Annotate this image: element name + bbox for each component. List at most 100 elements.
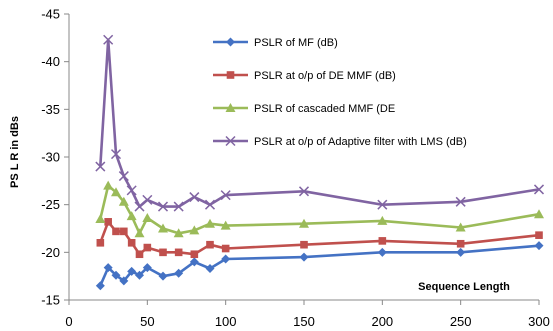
data-point bbox=[204, 199, 216, 210]
data-point bbox=[377, 215, 388, 225]
data-point bbox=[135, 270, 144, 280]
legend: PSLR of MF (dB) PSLR at o/p of DE MMF (d… bbox=[213, 37, 467, 148]
y-tick-label: -15 bbox=[41, 293, 60, 308]
y-axis-label: PS L R in dBs bbox=[9, 116, 21, 188]
y-tick-label: -30 bbox=[41, 150, 60, 165]
data-point bbox=[142, 263, 152, 273]
data-point bbox=[118, 196, 129, 206]
data-point bbox=[189, 257, 199, 267]
data-point bbox=[126, 211, 137, 221]
data-point bbox=[300, 240, 308, 249]
legend-swatch bbox=[213, 71, 248, 79]
series bbox=[95, 241, 544, 291]
legend-label: PSLR of cascaded MMF (DE bbox=[254, 103, 395, 115]
data-point bbox=[142, 213, 153, 223]
legend-item: PSLR at o/p of Adaptive filter with LMS … bbox=[213, 135, 467, 148]
data-point bbox=[205, 264, 215, 274]
data-point bbox=[206, 240, 214, 249]
data-point bbox=[534, 241, 544, 251]
data-point bbox=[95, 281, 105, 291]
legend-label: PSLR of MF (dB) bbox=[254, 37, 338, 49]
data-point bbox=[134, 201, 145, 212]
x-tick-label: 0 bbox=[65, 314, 72, 329]
data-point bbox=[456, 239, 465, 248]
y-tick-label: -35 bbox=[41, 102, 60, 117]
legend-item: PSLR at o/p of DE MMF (dB) bbox=[213, 70, 396, 82]
data-point bbox=[535, 231, 543, 239]
series bbox=[96, 218, 543, 259]
data-point bbox=[157, 201, 169, 212]
data-point bbox=[377, 199, 388, 210]
data-point bbox=[111, 187, 121, 197]
data-point bbox=[299, 252, 309, 262]
data-point bbox=[456, 247, 466, 257]
data-point bbox=[127, 266, 137, 276]
data-point bbox=[134, 228, 145, 238]
data-point bbox=[104, 218, 112, 226]
data-point bbox=[226, 71, 235, 79]
data-point bbox=[534, 209, 544, 219]
data-point bbox=[455, 222, 466, 232]
y-tick-label: -20 bbox=[41, 245, 60, 260]
data-point bbox=[103, 263, 113, 273]
x-tick-label: 200 bbox=[371, 314, 393, 329]
y-tick-label: -40 bbox=[41, 54, 60, 69]
data-point bbox=[120, 227, 128, 236]
data-point bbox=[220, 220, 231, 230]
data-point bbox=[135, 250, 144, 259]
data-point bbox=[96, 239, 105, 247]
data-point bbox=[533, 184, 545, 195]
data-point bbox=[225, 135, 236, 147]
data-point bbox=[226, 37, 235, 47]
series-line bbox=[99, 220, 540, 256]
data-point bbox=[220, 190, 231, 201]
series bbox=[95, 34, 545, 212]
data-point bbox=[174, 248, 183, 257]
data-point bbox=[205, 218, 215, 228]
x-tick-label: 150 bbox=[293, 314, 315, 329]
data-point bbox=[126, 185, 137, 196]
data-point bbox=[377, 247, 387, 257]
x-tick-label: 50 bbox=[140, 314, 154, 329]
data-point bbox=[299, 218, 309, 228]
data-point bbox=[118, 171, 129, 182]
data-point bbox=[142, 194, 153, 205]
x-tick-label: 300 bbox=[528, 314, 550, 329]
legend-swatch bbox=[213, 37, 248, 47]
data-point bbox=[225, 103, 236, 112]
data-point bbox=[378, 237, 387, 245]
data-point bbox=[221, 244, 230, 253]
series-layer bbox=[95, 34, 545, 291]
series bbox=[95, 180, 544, 238]
data-point bbox=[103, 180, 114, 190]
data-point bbox=[158, 271, 168, 281]
data-point bbox=[110, 149, 122, 160]
data-point bbox=[189, 192, 200, 203]
data-point bbox=[119, 276, 129, 286]
data-point bbox=[173, 201, 184, 212]
data-point bbox=[159, 248, 167, 257]
legend-label: PSLR at o/p of Adaptive filter with LMS … bbox=[254, 136, 467, 148]
data-point bbox=[103, 34, 114, 45]
data-point bbox=[173, 228, 184, 238]
y-tick-label: -25 bbox=[41, 197, 60, 212]
legend-swatch bbox=[213, 135, 248, 147]
data-point bbox=[143, 243, 152, 252]
data-point bbox=[95, 213, 106, 223]
data-point bbox=[95, 161, 106, 172]
data-point bbox=[111, 270, 121, 280]
data-point bbox=[190, 250, 199, 259]
x-axis-ticks: 0 50 100 150 200 250 300 bbox=[65, 300, 550, 329]
legend-item: PSLR of cascaded MMF (DE bbox=[213, 103, 395, 115]
legend-swatch bbox=[213, 103, 248, 112]
x-tick-label: 250 bbox=[450, 314, 472, 329]
data-point bbox=[158, 223, 168, 233]
data-point bbox=[174, 268, 184, 278]
series-line bbox=[99, 184, 540, 235]
x-tick-label: 100 bbox=[215, 314, 237, 329]
legend-label: PSLR at o/p of DE MMF (dB) bbox=[254, 70, 396, 82]
series-line bbox=[99, 38, 540, 208]
y-axis-ticks: -45 -40 -35 -30 -25 -20 -15 bbox=[41, 7, 69, 308]
data-point bbox=[298, 186, 310, 197]
